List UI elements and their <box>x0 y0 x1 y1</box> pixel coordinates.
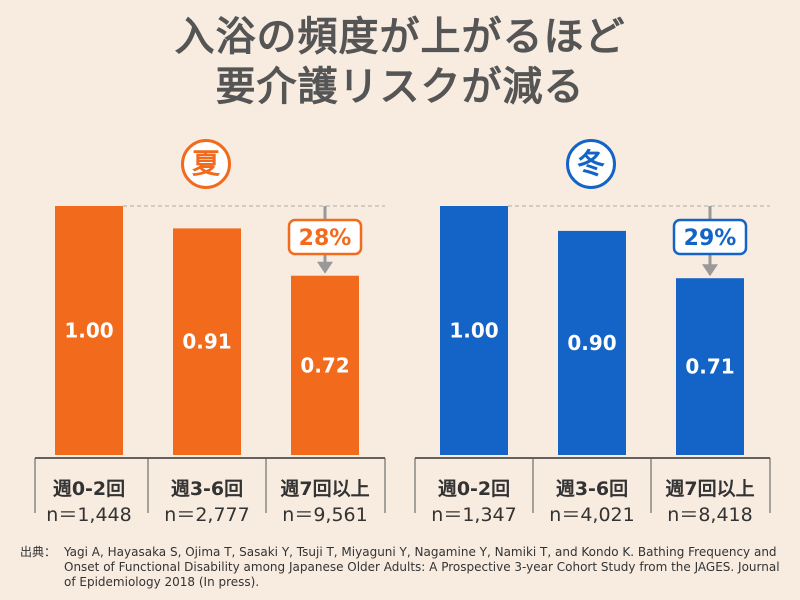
bar-value-label: 0.72 <box>300 353 349 377</box>
bar-value-label: 1.00 <box>64 319 113 343</box>
source-citation: 出典： Yagi A, Hayasaka S, Ojima T, Sasaki … <box>20 545 790 590</box>
bar <box>676 278 744 455</box>
bar-value-label: 1.00 <box>449 319 498 343</box>
sample-size-label: n＝8,418 <box>667 504 752 526</box>
sample-size-label: n＝4,021 <box>549 504 634 526</box>
bar-value-label: 0.91 <box>182 330 231 354</box>
sample-size-label: n＝1,347 <box>431 504 516 526</box>
source-lead: 出典： <box>20 545 57 559</box>
bar <box>173 228 241 455</box>
chart-title-line1: 入浴の頻度が上がるほど <box>174 14 626 60</box>
source-text: Yagi A, Hayasaka S, Ojima T, Sasaki Y, T… <box>64 545 780 589</box>
reduction-arrow-head <box>702 264 718 277</box>
category-label: 週3-6回 <box>556 478 628 500</box>
sample-size-label: n＝9,561 <box>282 504 367 526</box>
bar-value-label: 0.90 <box>567 331 616 355</box>
reduction-box <box>672 218 748 256</box>
category-label: 週7回以上 <box>665 478 754 500</box>
summer-badge: 夏 <box>181 139 231 189</box>
category-label: 週7回以上 <box>280 478 369 500</box>
chart-title-line2: 要介護リスクが減る <box>215 64 585 110</box>
bar <box>558 230 626 455</box>
reduction-arrow-head <box>317 261 333 274</box>
sample-size-label: n＝2,777 <box>164 504 249 526</box>
category-label: 週3-6回 <box>171 478 243 500</box>
bar-value-label: 0.71 <box>685 355 734 379</box>
bar <box>291 275 359 455</box>
reduction-box <box>287 218 363 256</box>
category-label: 週0-2回 <box>53 478 125 500</box>
bar <box>55 206 123 455</box>
reduction-percent-label: 28% <box>299 226 352 251</box>
reduction-percent-label: 29% <box>684 226 737 251</box>
category-label: 週0-2回 <box>438 478 510 500</box>
winter-badge: 冬 <box>566 139 616 189</box>
bar <box>440 206 508 455</box>
sample-size-label: n＝1,448 <box>46 504 131 526</box>
